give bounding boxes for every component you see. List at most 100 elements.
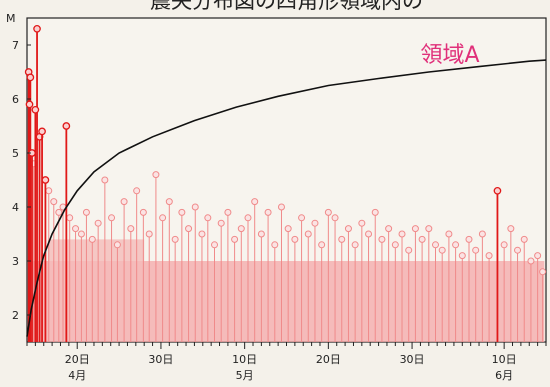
minor-event-point — [50, 198, 58, 206]
minor-event-point — [304, 230, 312, 238]
minor-event-point — [139, 208, 147, 216]
cumulative-curve — [26, 59, 547, 337]
y-tick-label: 2 — [12, 309, 19, 322]
x-month-label: 4月 — [68, 369, 86, 382]
major-event-point — [41, 176, 50, 184]
minor-event-point — [338, 235, 346, 243]
minor-event-point — [445, 230, 453, 238]
minor-event-point — [438, 246, 446, 254]
minor-event-point — [385, 225, 393, 233]
minor-event-point — [514, 246, 522, 254]
y-tick-label: 3 — [12, 255, 19, 268]
x-tick-label: 10日 — [232, 353, 257, 366]
minor-event-point — [271, 241, 279, 249]
minor-event-point — [458, 252, 466, 260]
major-event-point — [25, 100, 34, 109]
minor-event-point — [244, 214, 252, 222]
x-month-label: 5月 — [236, 369, 254, 382]
minor-event-point — [291, 235, 299, 243]
minor-event-point — [398, 230, 406, 238]
minor-event-point — [507, 225, 515, 233]
minor-event-point — [77, 230, 85, 238]
minor-event-point — [45, 187, 53, 195]
major-event-point — [38, 127, 46, 136]
minor-event-point — [257, 230, 265, 238]
plot-area: 2 3 4 5 6 7 20日 4月 30日 10日 5月 20日 30日 10日 6月 — [12, 17, 547, 382]
x-tick-label: 10日 — [492, 353, 517, 366]
minor-event-point — [418, 235, 426, 243]
minor-event-point — [211, 241, 219, 249]
minor-event-point — [277, 203, 285, 211]
minor-event-point — [371, 208, 379, 216]
minor-event-point — [224, 208, 232, 216]
minor-event-point — [478, 230, 486, 238]
minor-event-point — [145, 230, 153, 238]
minor-event-point — [465, 235, 473, 243]
y-tick-label: 5 — [12, 147, 19, 160]
minor-event-point — [113, 241, 121, 249]
chart-title: 震央分布図の四角形領域内の — [150, 0, 423, 13]
minor-event-point — [425, 225, 433, 233]
minor-event-point — [171, 235, 179, 243]
x-month-label: 6月 — [495, 369, 513, 382]
minor-event-point — [527, 257, 535, 265]
major-event-point — [26, 73, 35, 82]
y-axis-label: M — [6, 12, 16, 25]
minor-event-point — [108, 214, 116, 222]
minor-event-point — [55, 208, 63, 216]
minor-event-point — [391, 241, 399, 249]
minor-event-point — [472, 246, 480, 254]
minor-event-point — [198, 230, 206, 238]
minor-event-point — [365, 230, 373, 238]
minor-event-point — [251, 198, 259, 206]
minor-event-point — [485, 252, 493, 260]
major-event-point — [31, 105, 40, 114]
minor-event-point — [411, 225, 419, 233]
minor-event-point — [520, 235, 528, 243]
minor-event-point — [66, 214, 74, 222]
minor-event-point — [432, 241, 440, 249]
minor-event-point — [452, 241, 460, 249]
minor-event-point — [127, 225, 135, 233]
y-tick-label: 7 — [12, 39, 19, 52]
minor-event-point — [298, 214, 306, 222]
minor-event-point — [82, 208, 90, 216]
minor-event-point — [324, 208, 332, 216]
major-event-point — [493, 186, 502, 195]
minor-event-point — [152, 171, 160, 179]
dense-activity-early — [47, 239, 145, 261]
y-tick-label: 6 — [12, 93, 19, 106]
minor-event-point — [358, 219, 366, 227]
minor-event-point — [178, 208, 186, 216]
minor-event-point — [94, 219, 102, 227]
minor-event-point — [500, 241, 508, 249]
minor-event-point — [88, 235, 96, 243]
minor-event-point — [159, 214, 167, 222]
minor-event-point — [101, 176, 109, 184]
x-tick-label: 30日 — [400, 353, 425, 366]
minor-event-point — [237, 225, 245, 233]
minor-event-point — [318, 241, 326, 249]
minor-event-point — [344, 225, 352, 233]
region-annotation: 領域A — [420, 43, 479, 68]
minor-event-point — [204, 214, 212, 222]
x-tick-label: 30日 — [148, 353, 173, 366]
minor-event-point — [405, 246, 413, 254]
minor-event-point — [217, 219, 225, 227]
minor-event-point — [311, 219, 319, 227]
minor-event-point — [231, 235, 239, 243]
minor-event-point — [284, 225, 292, 233]
minor-event-point — [191, 203, 199, 211]
minor-event-point — [120, 198, 128, 206]
x-tick-label: 20日 — [316, 353, 341, 366]
minor-event-point — [539, 268, 547, 276]
major-event-point — [62, 122, 71, 130]
minor-event-point — [331, 214, 339, 222]
minor-event-point — [264, 208, 272, 216]
minor-event-point — [185, 225, 193, 233]
x-tick-label: 20日 — [65, 353, 90, 366]
minor-event-point — [165, 198, 173, 206]
minor-event-point — [133, 187, 141, 195]
minor-event-point — [378, 235, 386, 243]
